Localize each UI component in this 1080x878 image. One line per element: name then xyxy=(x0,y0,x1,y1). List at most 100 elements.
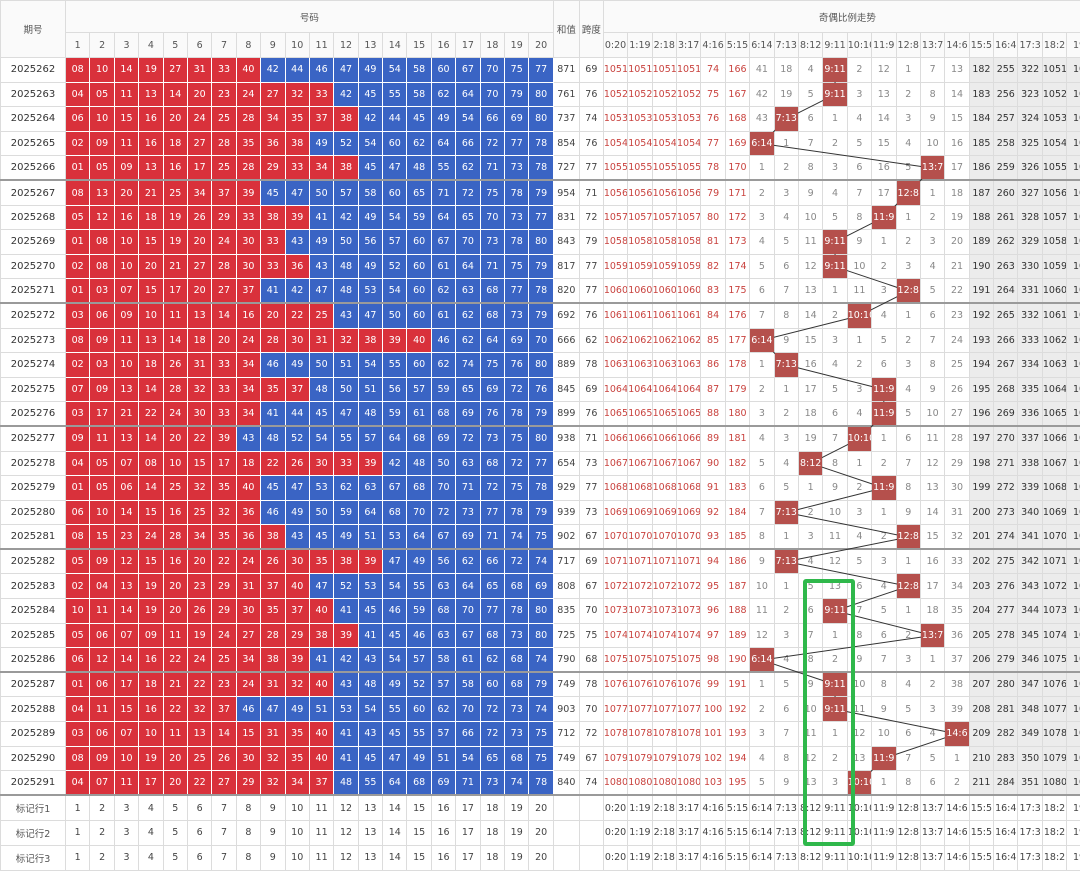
omission-count: 31 xyxy=(944,499,970,526)
omission-count: 1080 xyxy=(627,770,653,797)
omission-count: 2 xyxy=(773,155,799,182)
number-cell: 14 xyxy=(113,647,140,674)
footer-number: 12 xyxy=(333,794,359,821)
number-cell: 29 xyxy=(211,573,237,600)
number-cell: 38 xyxy=(260,524,286,551)
number-cell: 35 xyxy=(260,598,286,624)
omission-count: 3 xyxy=(749,401,775,428)
number-cell: 28 xyxy=(260,622,286,649)
omission-count: 337 xyxy=(1017,425,1043,452)
ratio-hit: 9:11 xyxy=(822,253,848,280)
ratio-hit: 6:14 xyxy=(749,327,775,354)
number-cell: 22 xyxy=(186,425,213,452)
omission-count: 6 xyxy=(773,696,799,723)
omission-count: 347 xyxy=(1017,671,1043,698)
number-cell: 38 xyxy=(308,622,335,649)
data-row: 2025275 07 09 13 14 28 32 33 34 35 37 48 50 51 56 57 59 6… xyxy=(0,376,1080,403)
omission-count: 1072 xyxy=(1041,573,1068,600)
omission-count: 6 xyxy=(822,401,848,428)
omission-count: 7 xyxy=(919,57,946,83)
omission-count: 8 xyxy=(846,204,873,231)
number-cell: 11 xyxy=(113,81,140,108)
number-cell: 69 xyxy=(430,770,457,797)
data-row: 2025290 08 09 10 19 20 25 26 30 32 35 40 41 45 47 49 51 5… xyxy=(0,745,1080,772)
number-cell: 69 xyxy=(455,401,481,428)
omission-count: 2 xyxy=(846,352,873,378)
omission-count: 188 xyxy=(724,598,751,624)
number-cell: 33 xyxy=(211,376,237,403)
footer-number: 13 xyxy=(357,819,384,846)
data-row: 2025282 05 09 12 15 16 20 22 24 26 30 35 38 39 47 49 56 6… xyxy=(0,548,1080,575)
footer-ratio: 11:9 xyxy=(871,794,897,821)
footer-number: 9 xyxy=(260,794,286,821)
footer-blank xyxy=(578,794,604,821)
omission-count: 196 xyxy=(968,401,995,428)
footer-number: 2 xyxy=(89,794,115,821)
number-cell: 57 xyxy=(382,229,408,255)
omission-count: 97 xyxy=(700,622,726,649)
omission-count: 13 xyxy=(919,475,946,501)
sum: 749 xyxy=(552,745,580,772)
trend-header: 奇偶比例走势 xyxy=(602,0,1080,33)
number-cell: 10 xyxy=(89,106,115,132)
omission-count: 2 xyxy=(895,229,921,255)
number-cell: 10 xyxy=(162,450,188,477)
footer-ratio: 14:6 xyxy=(944,819,970,846)
number-cell: 43 xyxy=(333,671,359,698)
number-column-header: 18 xyxy=(479,32,506,58)
footer-number: 16 xyxy=(430,844,457,871)
number-cell: 47 xyxy=(382,155,408,182)
omission-count: 9 xyxy=(773,327,799,354)
number-cell: 73 xyxy=(504,204,530,231)
number-cell: 32 xyxy=(284,671,310,698)
omission-count: 195 xyxy=(968,376,995,403)
number-cell: 15 xyxy=(138,499,164,526)
number-cell: 65 xyxy=(479,573,506,600)
number-cell: 40 xyxy=(406,327,432,354)
number-cell: 68 xyxy=(504,647,530,674)
omission-count: 8 xyxy=(773,302,799,329)
omission-count: 12 xyxy=(871,57,897,83)
omission-count: 272 xyxy=(993,475,1019,501)
number-cell: 76 xyxy=(528,376,554,403)
number-cell: 24 xyxy=(186,106,213,132)
omission-count: 282 xyxy=(993,721,1019,747)
trend-column-header: 15:5 xyxy=(968,32,995,58)
footer-blank xyxy=(552,819,580,846)
number-cell: 04 xyxy=(64,770,91,797)
omission-count: 1053 xyxy=(651,106,678,132)
footer-ratio: 17:3 xyxy=(1017,844,1043,871)
omission-count: 1077 xyxy=(675,696,702,723)
omission-count: 87 xyxy=(700,376,726,403)
number-cell: 37 xyxy=(308,770,335,797)
number-cell: 55 xyxy=(357,770,384,797)
number-cell: 06 xyxy=(89,721,115,747)
omission-count: 12 xyxy=(919,450,946,477)
omission-count: 1079 xyxy=(1041,745,1068,772)
omission-count: 189 xyxy=(724,622,751,649)
number-cell: 77 xyxy=(528,450,554,477)
footer-ratio: 18:2 xyxy=(1041,819,1068,846)
footer-ratio: 7:13 xyxy=(773,844,799,871)
number-cell: 35 xyxy=(284,745,310,772)
number-cell: 07 xyxy=(89,770,115,797)
number-cell: 30 xyxy=(186,401,213,428)
ratio-hit: 13:7 xyxy=(919,155,946,182)
span: 70 xyxy=(578,598,604,624)
number-cell: 09 xyxy=(89,376,115,403)
number-cell: 51 xyxy=(430,745,457,772)
omission-count: 22 xyxy=(944,278,970,305)
number-cell: 55 xyxy=(382,696,408,723)
number-cell: 77 xyxy=(528,57,554,83)
number-cell: 05 xyxy=(89,81,115,108)
numbers-header: 号码 xyxy=(65,0,554,33)
omission-count: 184 xyxy=(724,499,751,526)
data-row: 2025270 02 08 10 20 21 27 28 30 33 36 43 48 49 52 60 61 6… xyxy=(0,253,1080,280)
footer-ratio: 18:2 xyxy=(1041,844,1068,871)
omission-count: 333 xyxy=(1017,327,1043,354)
omission-count: 2 xyxy=(749,376,775,403)
data-row: 2025273 08 09 11 13 14 18 20 24 28 30 31 32 38 39 40 46 6… xyxy=(0,327,1080,354)
omission-count: 1065 xyxy=(651,401,678,428)
footer-ratio: 10:10 xyxy=(846,844,873,871)
omission-count: 100 xyxy=(700,696,726,723)
